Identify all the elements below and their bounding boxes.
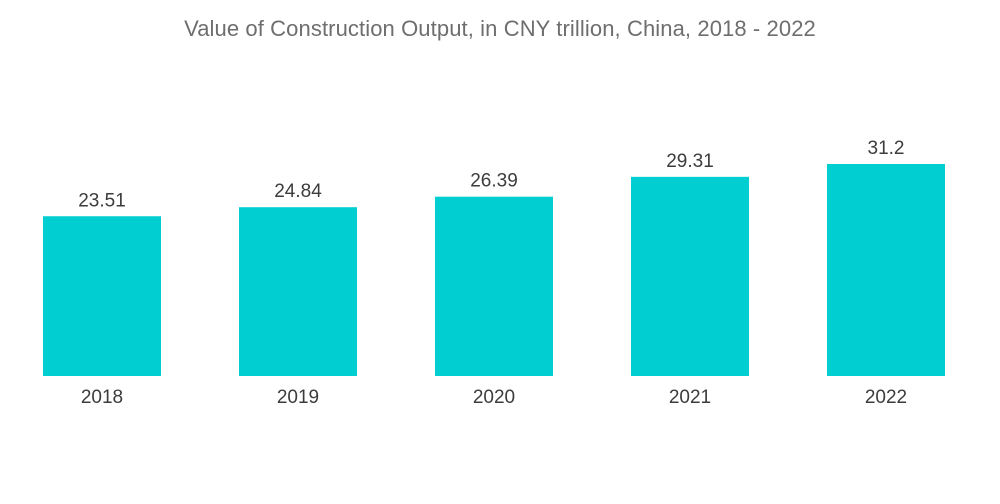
chart-title: Value of Construction Output, in CNY tri… [184,16,816,41]
value-label-2019: 24.84 [274,181,322,202]
bar-2018 [43,216,161,376]
bar-2021 [631,176,749,376]
bar-2022 [827,164,945,376]
value-label-2021: 29.31 [666,151,714,172]
bars-group [43,164,945,376]
x-tick-label-2018: 2018 [81,387,123,408]
value-labels-group: 23.51 24.84 26.39 29.31 31.2 [78,138,904,211]
value-label-2022: 31.2 [868,138,905,159]
x-tick-label-2022: 2022 [865,387,907,408]
value-label-2020: 26.39 [470,171,518,192]
x-tick-label-2019: 2019 [277,387,319,408]
x-axis-tick-labels: 2018 2019 2020 2021 2022 [81,387,907,408]
x-tick-label-2021: 2021 [669,387,711,408]
value-label-2018: 23.51 [78,190,126,211]
bar-2020 [435,196,553,376]
x-tick-label-2020: 2020 [473,387,515,408]
bar-2019 [239,207,357,376]
